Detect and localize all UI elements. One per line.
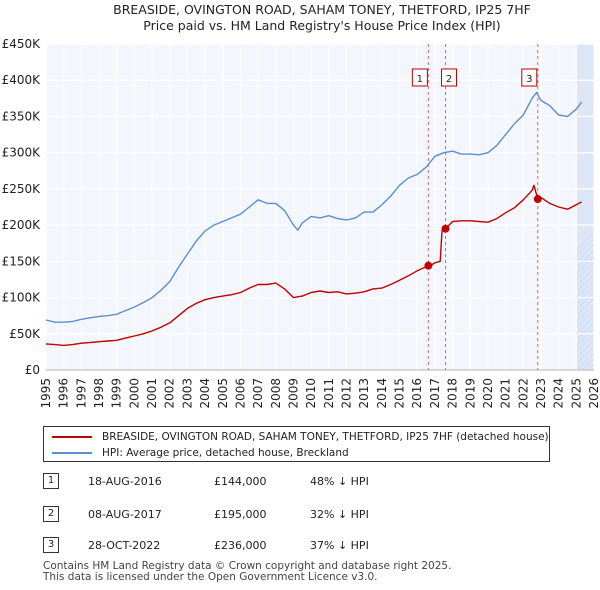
transaction-date: 28-OCT-2022 — [88, 539, 161, 552]
transaction-number: 3 — [43, 537, 59, 553]
transaction-hpi-delta: 32% ↓ HPI — [310, 508, 369, 521]
transaction-label-box — [411, 68, 428, 87]
x-tick-label: 2014 — [375, 378, 389, 409]
x-tick-label: 2017 — [428, 378, 442, 409]
transaction-hpi-delta: 37% ↓ HPI — [310, 539, 369, 552]
x-tick-label: 2012 — [340, 378, 354, 409]
x-tick-label: 2003 — [180, 378, 194, 409]
x-tick-label: 2019 — [463, 378, 477, 409]
x-tick-label: 2008 — [269, 378, 283, 409]
chart-subtitle: Price paid vs. HM Land Registry's House … — [143, 18, 500, 33]
plot-area — [46, 44, 594, 370]
x-tick-label: 2023 — [534, 378, 548, 409]
transaction-price: £144,000 — [214, 475, 267, 488]
y-tick-label: £50K — [9, 327, 41, 341]
x-tick-label: 2016 — [410, 378, 424, 409]
legend: BREASIDE, OVINGTON ROAD, SAHAM TONEY, TH… — [43, 426, 550, 462]
x-tick-label: 2004 — [198, 378, 212, 409]
transaction-label-number: 2 — [446, 74, 452, 85]
chart-title: BREASIDE, OVINGTON ROAD, SAHAM TONEY, TH… — [113, 2, 531, 17]
x-tick-label: 2020 — [481, 378, 495, 409]
transaction-label-box — [441, 68, 458, 87]
transaction-number: 1 — [43, 473, 59, 489]
y-tick-label: £250K — [2, 182, 42, 196]
legend-label-property: BREASIDE, OVINGTON ROAD, SAHAM TONEY, TH… — [102, 431, 549, 443]
y-tick-label: £150K — [2, 254, 42, 268]
forecast-hatch — [576, 303, 594, 323]
x-tick-label: 2010 — [304, 378, 318, 409]
transaction-date: 08-AUG-2017 — [88, 508, 162, 521]
x-tick-label: 2001 — [145, 378, 159, 409]
table-row: 1 18-AUG-2016 £144,000 48% ↓ HPI — [43, 473, 463, 491]
y-tick-label: £0 — [25, 363, 40, 377]
x-tick-label: 1996 — [57, 378, 71, 409]
footer-licence: This data is licensed under the Open Gov… — [43, 571, 378, 583]
property-series-line — [45, 184, 582, 347]
x-tick-label: 1995 — [39, 378, 53, 409]
y-tick-label: £200K — [2, 218, 42, 232]
x-tick-label: 2013 — [357, 378, 371, 409]
y-tick-label: £100K — [2, 291, 42, 305]
legend-item-property: BREASIDE, OVINGTON ROAD, SAHAM TONEY, TH… — [52, 429, 549, 445]
transaction-label-number: 3 — [526, 74, 532, 85]
footer-copyright: Contains HM Land Registry data © Crown c… — [43, 560, 452, 572]
x-tick-label: 2018 — [446, 378, 460, 409]
legend-swatch-property — [52, 436, 92, 438]
x-tick-label: 2025 — [569, 378, 583, 409]
table-row: 3 28-OCT-2022 £236,000 37% ↓ HPI — [43, 537, 463, 555]
x-tick-label: 1998 — [92, 378, 106, 409]
legend-item-hpi: HPI: Average price, detached house, Brec… — [52, 445, 349, 461]
transaction-point — [424, 261, 433, 270]
y-tick-label: £450K — [2, 37, 42, 51]
x-tick-label: 2009 — [286, 378, 300, 409]
forecast-hatch — [594, 44, 600, 370]
forecast-hatch — [576, 309, 594, 329]
x-tick-label: 2000 — [127, 378, 141, 409]
transaction-date: 18-AUG-2016 — [88, 475, 162, 488]
x-tick-label: 2006 — [233, 378, 247, 409]
x-tick-label: 2026 — [587, 378, 600, 409]
transaction-hpi-delta: 48% ↓ HPI — [310, 475, 369, 488]
x-tick-label: 2005 — [216, 378, 230, 409]
x-tick-label: 2015 — [393, 378, 407, 409]
y-tick-label: £400K — [2, 73, 42, 87]
x-tick-label: 2021 — [499, 378, 513, 409]
forecast-shading — [576, 44, 594, 370]
y-tick-label: £350K — [2, 109, 42, 123]
legend-label-hpi: HPI: Average price, detached house, Brec… — [102, 447, 349, 459]
x-tick-label: 2007 — [251, 378, 265, 409]
legend-swatch-hpi — [52, 452, 92, 454]
x-tick-label: 2002 — [163, 378, 177, 409]
table-row: 2 08-AUG-2017 £195,000 32% ↓ HPI — [43, 506, 463, 524]
x-tick-label: 2022 — [516, 378, 530, 409]
hpi-series-line — [45, 91, 583, 323]
transaction-price: £236,000 — [214, 539, 267, 552]
transaction-label-box — [521, 68, 538, 87]
price-chart: BREASIDE, OVINGTON ROAD, SAHAM TONEY, TH… — [2, 2, 600, 409]
y-tick-label: £300K — [2, 146, 42, 160]
x-tick-label: 1997 — [74, 378, 88, 409]
transaction-point — [441, 224, 450, 233]
x-tick-label: 2011 — [322, 378, 336, 409]
footer: Contains HM Land Registry data © Crown c… — [43, 561, 451, 583]
transaction-point — [533, 195, 542, 204]
transaction-number: 2 — [43, 506, 59, 522]
x-tick-label: 2024 — [552, 378, 566, 409]
x-tick-label: 1999 — [110, 378, 124, 409]
transaction-price: £195,000 — [214, 508, 267, 521]
transaction-label-number: 1 — [417, 74, 423, 85]
